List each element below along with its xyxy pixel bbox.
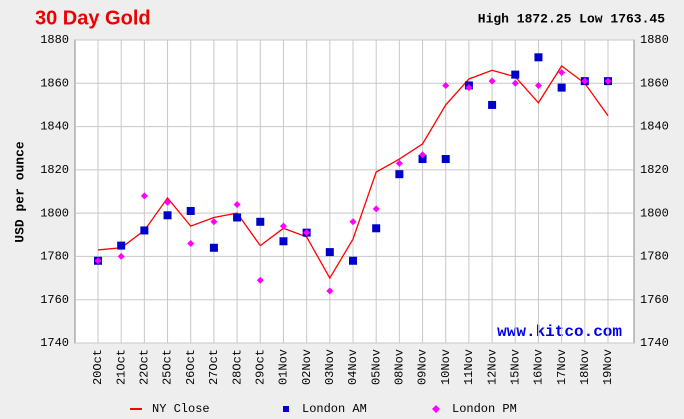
london-pm-marker bbox=[94, 257, 102, 265]
london-pm-marker bbox=[604, 77, 612, 85]
london-am-marker bbox=[186, 206, 195, 215]
plot-area bbox=[74, 39, 635, 344]
london-pm-marker bbox=[279, 222, 287, 230]
y2-tick-label: 1780 bbox=[640, 250, 669, 264]
london-am-marker bbox=[279, 237, 288, 246]
london-am-marker bbox=[511, 70, 520, 79]
legend-label: London PM bbox=[452, 402, 517, 416]
london-pm-marker bbox=[187, 239, 195, 247]
x-tick-label: 11Nov bbox=[462, 349, 476, 385]
x-tick-label: 16Nov bbox=[532, 349, 546, 385]
x-tick-label: 02Nov bbox=[300, 349, 314, 385]
london-am-marker bbox=[140, 226, 149, 235]
y-tick-label: 1820 bbox=[40, 163, 69, 177]
london-pm-marker bbox=[395, 159, 403, 167]
legend-symbol bbox=[432, 405, 440, 413]
x-tick-label: 25Oct bbox=[161, 349, 175, 385]
y-tick-label: 1780 bbox=[40, 250, 69, 264]
y2-tick-label: 1880 bbox=[640, 33, 669, 47]
london-pm-marker bbox=[349, 218, 357, 226]
watermark: www.kitco.com bbox=[497, 323, 622, 341]
ny-close-line bbox=[97, 65, 609, 280]
x-tick-label: 18Nov bbox=[578, 349, 592, 385]
y2-tick-label: 1740 bbox=[640, 336, 669, 350]
y-tick-label: 1880 bbox=[40, 33, 69, 47]
x-tick-label: 26Oct bbox=[184, 349, 198, 385]
london-pm-marker bbox=[326, 287, 334, 295]
y-tick-label: 1760 bbox=[40, 293, 69, 307]
london-am-marker bbox=[349, 256, 357, 265]
london-am-marker bbox=[488, 100, 497, 109]
london-pm-marker bbox=[488, 77, 496, 85]
london-pm-marker bbox=[256, 276, 264, 284]
legend-symbol bbox=[283, 406, 289, 412]
london-pm-marker bbox=[442, 81, 450, 89]
x-tick-label: 10Nov bbox=[439, 349, 453, 385]
london-am-marker bbox=[209, 243, 218, 252]
london-pm-marker bbox=[233, 200, 241, 208]
london-pm-marker bbox=[303, 229, 311, 237]
london-am-marker bbox=[163, 211, 172, 220]
x-tick-label: 04Nov bbox=[346, 349, 360, 385]
y2-tick-label: 1760 bbox=[640, 293, 669, 307]
x-tick-label: 29Oct bbox=[253, 349, 267, 385]
london-pm-marker bbox=[534, 81, 542, 89]
london-pm-marker bbox=[465, 84, 473, 92]
x-tick-label: 17Nov bbox=[555, 349, 569, 385]
legend-label: London AM bbox=[302, 402, 367, 416]
x-tick-label: 21Oct bbox=[114, 349, 128, 385]
x-tick-label: 05Nov bbox=[369, 349, 383, 385]
london-pm-marker bbox=[372, 205, 380, 213]
london-pm-marker bbox=[558, 68, 566, 76]
london-am-marker bbox=[534, 53, 543, 62]
x-tick-label: 08Nov bbox=[393, 349, 407, 385]
chart-title: 30 Day Gold bbox=[35, 7, 151, 29]
y2-tick-label: 1800 bbox=[640, 206, 669, 220]
london-pm-marker bbox=[581, 77, 589, 85]
london-pm-marker bbox=[164, 198, 172, 206]
x-tick-label: 01Nov bbox=[277, 349, 291, 385]
london-pm-marker bbox=[140, 192, 148, 200]
y2-tick-label: 1860 bbox=[640, 76, 669, 90]
x-tick-label: 09Nov bbox=[416, 349, 430, 385]
x-tick-label: 28Oct bbox=[230, 349, 244, 385]
y-tick-label: 1800 bbox=[40, 206, 69, 220]
london-pm-marker bbox=[419, 151, 427, 159]
london-pm-marker bbox=[117, 252, 125, 260]
x-tick-label: 12Nov bbox=[485, 349, 499, 385]
y2-tick-label: 1840 bbox=[640, 120, 669, 134]
london-pm-marker bbox=[511, 79, 519, 87]
y-tick-label: 1840 bbox=[40, 120, 69, 134]
london-am-marker bbox=[418, 155, 427, 164]
y-axis-label: USD per ounce bbox=[12, 141, 27, 243]
london-am-marker bbox=[256, 217, 265, 226]
y-tick-label: 1740 bbox=[40, 336, 69, 350]
london-am-marker bbox=[117, 241, 126, 250]
london-am-marker bbox=[233, 213, 242, 222]
y-tick-label: 1860 bbox=[40, 76, 69, 90]
london-am-marker bbox=[441, 155, 450, 164]
london-am-marker bbox=[325, 248, 334, 257]
london-pm-marker bbox=[210, 218, 218, 226]
london-am-marker bbox=[557, 83, 566, 92]
x-tick-label: 20Oct bbox=[91, 349, 105, 385]
legend-label: NY Close bbox=[152, 402, 210, 416]
london-am-marker bbox=[372, 224, 381, 233]
chart-subtitle: High 1872.25 Low 1763.45 bbox=[478, 11, 665, 26]
x-tick-label: 22Oct bbox=[138, 349, 152, 385]
x-tick-label: 03Nov bbox=[323, 349, 337, 385]
london-am-marker bbox=[395, 170, 404, 179]
y2-tick-label: 1820 bbox=[640, 163, 669, 177]
x-tick-label: 27Oct bbox=[207, 349, 221, 385]
x-tick-label: 19Nov bbox=[601, 349, 615, 385]
x-tick-label: 15Nov bbox=[508, 349, 522, 385]
